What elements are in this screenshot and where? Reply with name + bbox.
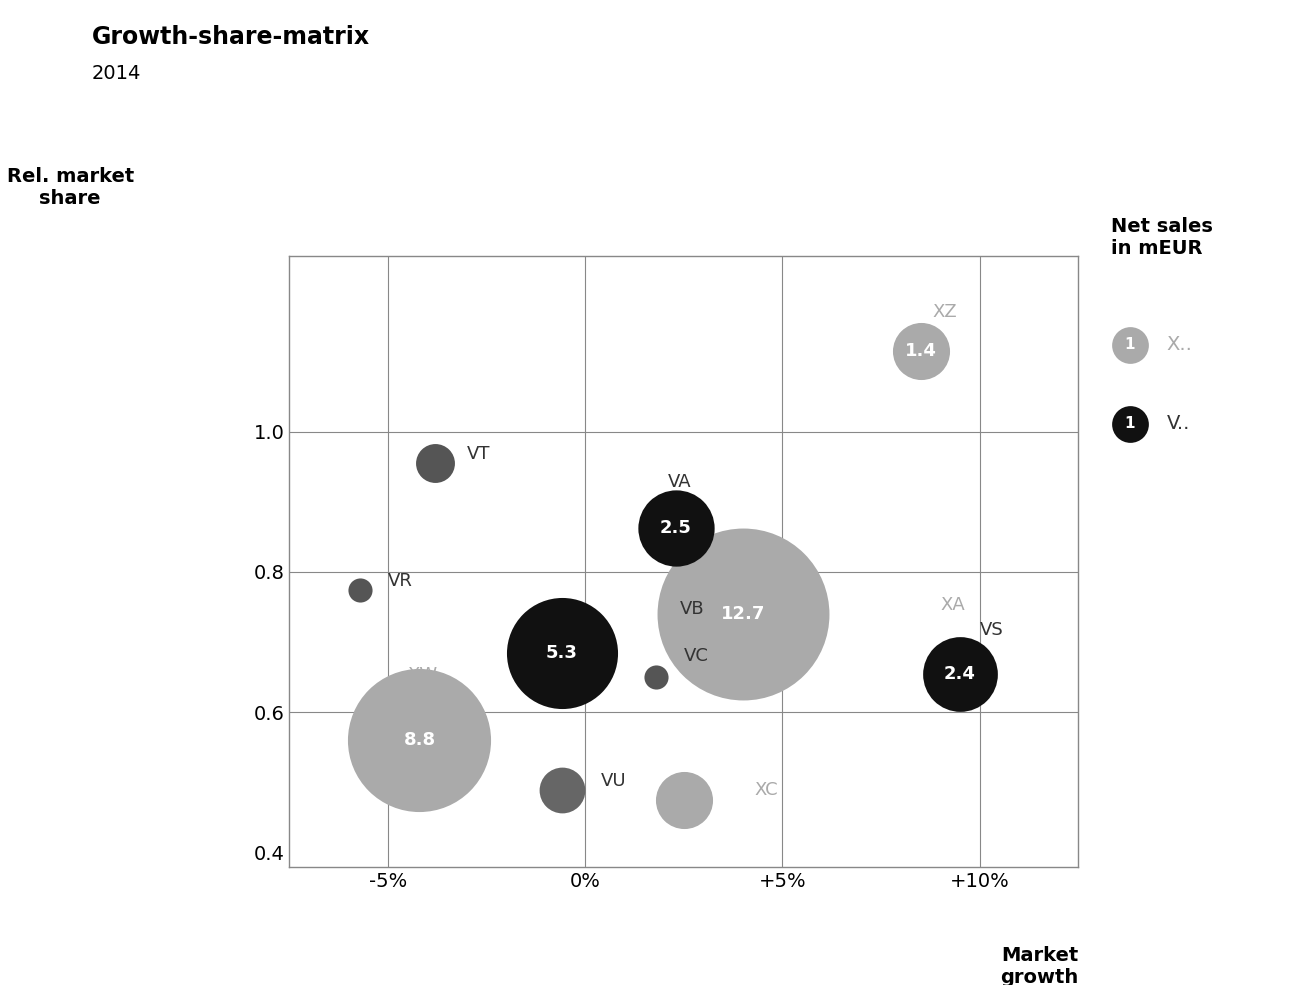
Text: Growth-share-matrix: Growth-share-matrix: [92, 25, 371, 48]
Text: XA: XA: [940, 596, 965, 614]
Text: VB: VB: [680, 600, 705, 618]
Text: VU: VU: [601, 771, 626, 790]
Text: 2.4: 2.4: [944, 665, 976, 683]
Text: 1: 1: [1124, 416, 1135, 431]
Point: [732, 606, 753, 622]
Text: 8.8: 8.8: [404, 732, 435, 750]
Text: X..: X..: [1166, 335, 1193, 355]
Point: [1119, 416, 1140, 431]
Text: VR: VR: [388, 571, 413, 590]
Text: 1: 1: [1124, 337, 1135, 353]
Text: VC: VC: [684, 646, 709, 665]
Text: Market
growth: Market growth: [999, 947, 1078, 985]
Point: [910, 343, 931, 359]
Text: Net sales
in mEUR: Net sales in mEUR: [1111, 217, 1212, 258]
Point: [665, 520, 686, 536]
Text: Rel. market
share: Rel. market share: [7, 167, 134, 209]
Point: [1119, 337, 1140, 353]
Text: 5.3: 5.3: [546, 644, 577, 662]
Point: [673, 792, 694, 808]
Text: 1.4: 1.4: [905, 342, 936, 360]
Text: VS: VS: [980, 621, 1003, 638]
Text: 2014: 2014: [92, 64, 142, 83]
Text: V..: V..: [1166, 414, 1190, 433]
Point: [551, 645, 572, 661]
Point: [551, 782, 572, 798]
Text: 2.5: 2.5: [660, 519, 692, 537]
Point: [646, 670, 667, 686]
Text: VA: VA: [668, 473, 692, 492]
Point: [409, 733, 430, 749]
Text: XZ: XZ: [932, 303, 957, 321]
Text: XC: XC: [755, 781, 778, 799]
Text: 12.7: 12.7: [721, 605, 765, 624]
Point: [350, 582, 371, 598]
Text: XW: XW: [408, 666, 438, 685]
Point: [949, 666, 970, 682]
Point: [425, 455, 446, 471]
Text: VT: VT: [467, 445, 490, 463]
